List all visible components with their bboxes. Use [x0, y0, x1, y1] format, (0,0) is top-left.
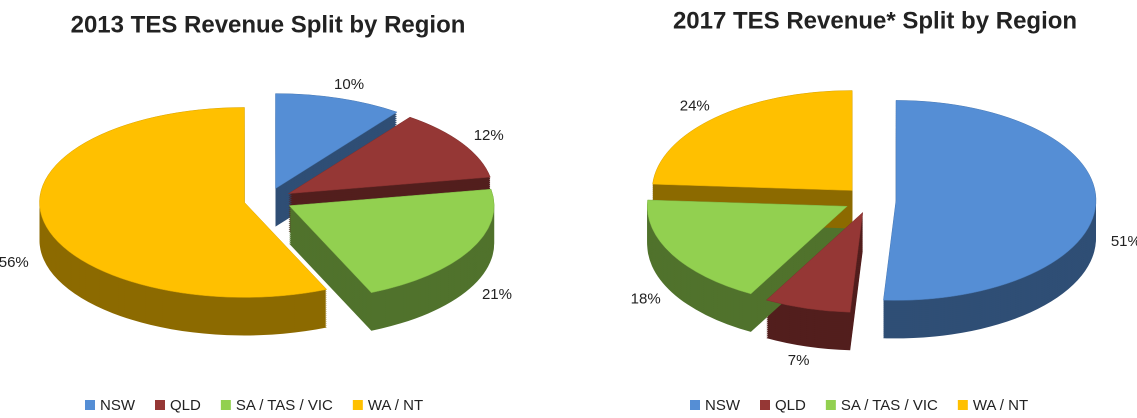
data-label: 12%	[474, 127, 504, 144]
legend-swatch	[352, 400, 363, 410]
data-label: 18%	[631, 291, 661, 308]
legend-label: NSW	[100, 397, 136, 414]
legend-label: QLD	[775, 397, 806, 414]
legend-swatch	[85, 400, 95, 410]
legend-swatch	[760, 400, 770, 410]
data-label: 24%	[680, 98, 710, 115]
slice	[883, 100, 1097, 301]
slice	[275, 93, 398, 190]
legend-label: SA / TAS / VIC	[236, 397, 333, 414]
legend-label: SA / TAS / VIC	[841, 397, 938, 414]
legend-label: WA / NT	[368, 397, 423, 414]
chart-title: 2013 TES Revenue Split by Region	[71, 11, 466, 38]
slice	[288, 116, 491, 194]
legend-swatch	[220, 400, 231, 410]
slice	[646, 199, 848, 295]
slice	[765, 211, 864, 313]
legend-swatch	[155, 400, 165, 410]
data-label: 51%	[1111, 233, 1137, 250]
legend-label: WA / NT	[973, 397, 1028, 414]
slice	[288, 188, 495, 293]
data-label: 7%	[788, 352, 810, 369]
slice	[652, 90, 853, 191]
data-label: 56%	[0, 254, 29, 271]
data-label: 21%	[482, 286, 512, 303]
chart-title: 2017 TES Revenue* Split by Region	[673, 7, 1077, 34]
slice	[39, 107, 328, 298]
legend-label: QLD	[170, 397, 201, 414]
legend-swatch	[825, 400, 836, 410]
legend-swatch	[957, 400, 968, 410]
legend-label: NSW	[705, 397, 741, 414]
legend-swatch	[690, 400, 700, 410]
data-label: 10%	[334, 76, 364, 93]
